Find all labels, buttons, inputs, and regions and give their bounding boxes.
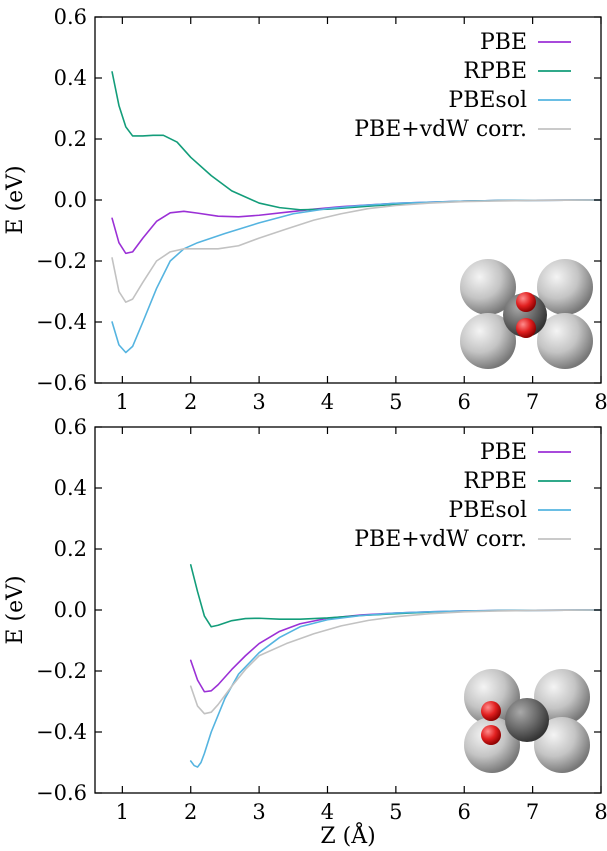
energy-chart-bottom: 1 2 3 4 5 6 7 8 0.6 0.4 0.2 0.0 −0.2 −0.4 −0.6 E (eV) Z … bbox=[3, 415, 607, 849]
y-tick-label: −0.4 bbox=[36, 310, 87, 334]
energy-chart-top: 1 2 3 4 5 6 7 8 0.6 0.4 0.2 0.0 −0.2 −0.4 −0.6 E (eV) P… bbox=[3, 5, 607, 414]
series-line-3 bbox=[189, 609, 602, 715]
y-axis-label: E (eV) bbox=[3, 575, 28, 644]
surface-atom bbox=[464, 717, 520, 773]
y-tick-label: 0.4 bbox=[54, 66, 87, 90]
center-atom bbox=[505, 698, 549, 742]
legend-label: PBEsol bbox=[448, 498, 527, 523]
y-tick-label: 0.2 bbox=[54, 127, 87, 151]
x-tick-label: 7 bbox=[526, 390, 539, 414]
center-atom bbox=[503, 293, 547, 337]
x-tick-label: 4 bbox=[321, 390, 334, 414]
molecule-inset-top-view bbox=[460, 259, 593, 369]
series-line-0 bbox=[189, 609, 602, 693]
y-tick-label: 0.4 bbox=[54, 476, 87, 500]
oxygen-atom bbox=[481, 701, 501, 721]
legend-label: RPBE bbox=[463, 59, 527, 84]
x-tick-label: 8 bbox=[594, 390, 607, 414]
x-tick-label: 5 bbox=[389, 390, 402, 414]
surface-atom bbox=[460, 259, 516, 315]
x-tick-label: 1 bbox=[116, 800, 129, 824]
legend-label: PBE+vdW corr. bbox=[354, 527, 527, 552]
x-tick-label: 6 bbox=[458, 390, 471, 414]
y-tick-label: −0.2 bbox=[36, 249, 87, 273]
x-tick-label: 3 bbox=[252, 390, 265, 414]
y-tick-label: −0.2 bbox=[36, 659, 87, 683]
surface-atom bbox=[534, 717, 590, 773]
legend-label: PBE bbox=[480, 30, 527, 55]
y-tick-label: 0.2 bbox=[54, 537, 87, 561]
y-tick-label: −0.4 bbox=[36, 720, 87, 744]
y-tick-label: 0.6 bbox=[54, 415, 87, 439]
surface-atom bbox=[464, 669, 520, 725]
legend-label: PBE+vdW corr. bbox=[354, 117, 527, 142]
x-tick-label: 4 bbox=[321, 800, 334, 824]
oxygen-atom bbox=[516, 292, 536, 312]
surface-atom bbox=[537, 313, 593, 369]
series-line-0 bbox=[111, 199, 602, 255]
y-tick-label: 0.0 bbox=[54, 598, 87, 622]
x-tick-label: 7 bbox=[526, 800, 539, 824]
y-axis-label: E (eV) bbox=[3, 165, 28, 234]
x-tick-label: 6 bbox=[458, 800, 471, 824]
x-tick-label: 2 bbox=[184, 390, 197, 414]
molecule-inset-side-view bbox=[464, 669, 590, 773]
x-tick-label: 1 bbox=[116, 390, 129, 414]
y-tick-label: 0.6 bbox=[54, 5, 87, 29]
legend-label: PBE bbox=[480, 440, 527, 465]
legend-label: PBEsol bbox=[448, 88, 527, 113]
x-tick-label: 8 bbox=[594, 800, 607, 824]
series-line-3 bbox=[111, 199, 602, 303]
oxygen-atom bbox=[481, 725, 501, 745]
oxygen-atom bbox=[516, 318, 536, 338]
y-tick-label: 0.0 bbox=[54, 188, 87, 212]
surface-atom bbox=[537, 259, 593, 315]
x-axis-label: Z (Å) bbox=[320, 821, 375, 849]
x-tick-label: 5 bbox=[389, 800, 402, 824]
y-tick-label: −0.6 bbox=[36, 371, 87, 395]
x-tick-label: 3 bbox=[252, 800, 265, 824]
surface-atom bbox=[460, 313, 516, 369]
surface-atom bbox=[534, 669, 590, 725]
x-tick-label: 2 bbox=[184, 800, 197, 824]
y-tick-label: −0.6 bbox=[36, 781, 87, 805]
legend-label: RPBE bbox=[463, 469, 527, 494]
